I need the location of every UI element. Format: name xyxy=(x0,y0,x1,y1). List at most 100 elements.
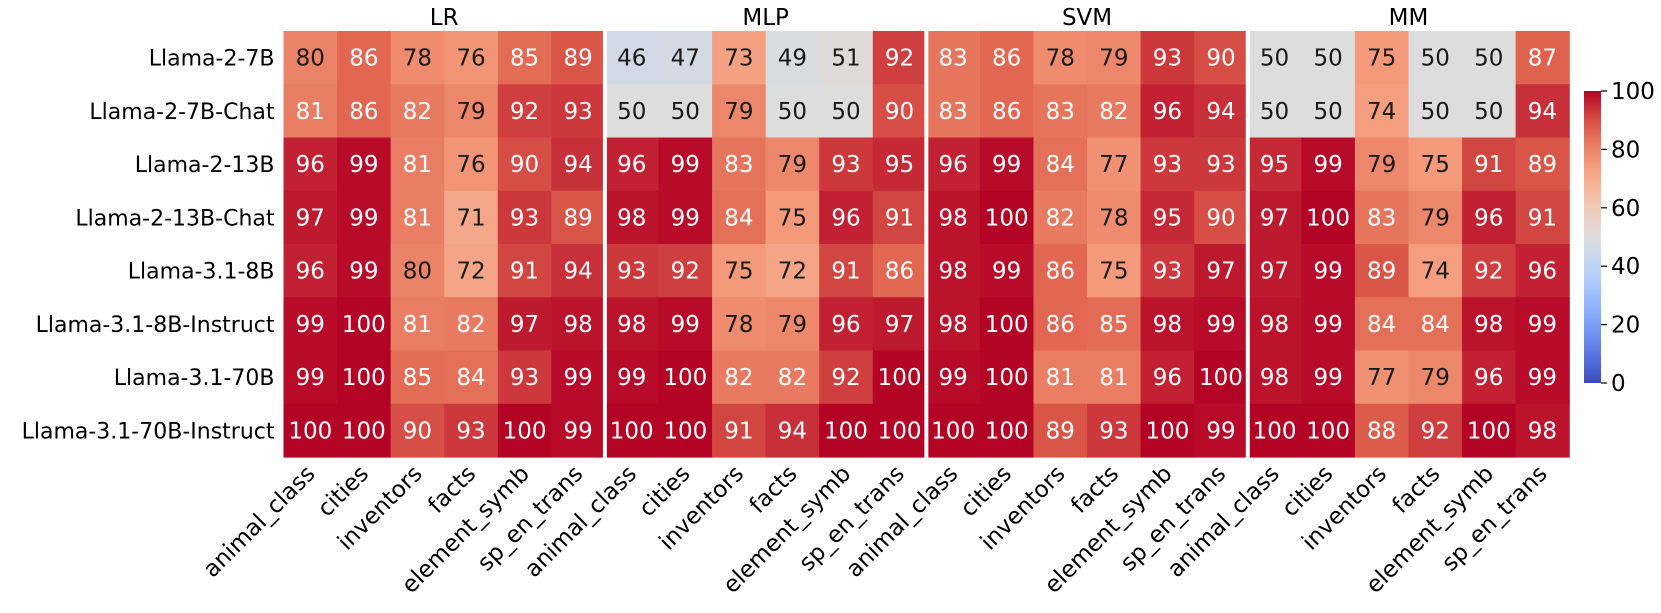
cell-value: 89 xyxy=(563,46,592,72)
heatmap-cell xyxy=(444,190,499,245)
heatmap-cell xyxy=(926,403,981,458)
row-label: Llama-3.1-8B xyxy=(128,260,275,285)
cell-value: 99 xyxy=(992,259,1021,285)
heatmap-cell xyxy=(1033,84,1088,139)
cell-value: 79 xyxy=(456,99,485,125)
heatmap-cell xyxy=(1140,350,1195,405)
heatmap-cell xyxy=(1194,190,1249,245)
heatmap-cell xyxy=(819,297,874,352)
cell-value: 93 xyxy=(510,365,539,391)
cell-value: 99 xyxy=(992,152,1021,178)
cell-value: 98 xyxy=(617,205,646,231)
cell-value: 81 xyxy=(403,152,432,178)
cell-value: 89 xyxy=(1046,418,1075,444)
heatmap-cell xyxy=(604,190,660,245)
heatmap-cell xyxy=(1247,190,1302,245)
row-label: Llama-2-7B xyxy=(149,47,275,72)
heatmap-cell xyxy=(1408,137,1463,192)
heatmap-cell xyxy=(337,31,392,85)
cell-value: 50 xyxy=(778,99,807,125)
heatmap-cell xyxy=(1033,297,1088,352)
cell-value: 96 xyxy=(1153,365,1182,391)
row-label: Llama-2-13B-Chat xyxy=(75,206,274,231)
cell-value: 99 xyxy=(1528,312,1557,338)
cell-value: 99 xyxy=(349,205,378,231)
cell-value: 99 xyxy=(1206,418,1235,444)
heatmap-cell xyxy=(551,350,606,405)
cell-value: 50 xyxy=(831,99,860,125)
cell-value: 97 xyxy=(885,312,914,338)
heatmap-cell xyxy=(1462,84,1517,139)
cell-value: 94 xyxy=(1206,99,1235,125)
cell-value: 50 xyxy=(671,99,700,125)
heatmap-cell xyxy=(604,244,660,298)
cell-value: 100 xyxy=(985,418,1029,444)
heatmap-cell xyxy=(390,350,445,405)
cell-value: 72 xyxy=(456,259,485,285)
heatmap-cell xyxy=(872,137,927,192)
heatmap-cell xyxy=(819,244,874,298)
cell-value: 100 xyxy=(342,312,386,338)
heatmap-cell xyxy=(765,84,820,139)
heatmap-cell xyxy=(872,244,927,298)
heatmap-cell xyxy=(979,350,1035,405)
cell-value: 82 xyxy=(1046,205,1075,231)
cell-value: 99 xyxy=(349,152,378,178)
cell-value: 100 xyxy=(931,418,975,444)
heatmap-cell xyxy=(658,190,713,245)
row-label: Llama-3.1-70B-Instruct xyxy=(22,419,275,444)
heatmap-cell xyxy=(337,137,392,192)
colorbar-tick-label: 0 xyxy=(1611,371,1626,397)
cell-value: 80 xyxy=(403,259,432,285)
cell-value: 82 xyxy=(778,365,807,391)
cell-value: 79 xyxy=(778,152,807,178)
cell-value: 100 xyxy=(1306,205,1350,231)
heatmap-cell xyxy=(1194,31,1249,85)
cell-value: 84 xyxy=(456,365,485,391)
heatmap-cell xyxy=(1033,244,1088,298)
cell-value: 79 xyxy=(724,99,753,125)
heatmap-cell xyxy=(390,403,445,458)
cell-value: 98 xyxy=(1260,312,1289,338)
cell-value: 100 xyxy=(985,205,1029,231)
heatmap-cell xyxy=(337,190,392,245)
heatmap-cell xyxy=(283,350,338,405)
heatmap-cell xyxy=(926,137,981,192)
heatmap-cell xyxy=(1515,403,1570,458)
heatmap-cell xyxy=(337,244,392,298)
heatmap-cell xyxy=(1194,84,1249,139)
heatmap-cell xyxy=(1033,137,1088,192)
heatmap-cell xyxy=(979,137,1035,192)
cell-value: 89 xyxy=(1528,152,1557,178)
cell-value: 93 xyxy=(1099,418,1128,444)
cell-value: 91 xyxy=(1474,152,1503,178)
heatmap-cell xyxy=(1194,403,1249,458)
cell-value: 78 xyxy=(724,312,753,338)
cell-value: 99 xyxy=(563,365,592,391)
cell-value: 92 xyxy=(831,365,860,391)
cell-value: 99 xyxy=(1313,259,1342,285)
heatmap-cell xyxy=(1247,137,1302,192)
cell-value: 96 xyxy=(296,152,325,178)
heatmap-cell xyxy=(1194,350,1249,405)
cell-value: 85 xyxy=(403,365,432,391)
cell-value: 98 xyxy=(617,312,646,338)
heatmap-cell xyxy=(1354,403,1410,458)
heatmap-cell xyxy=(1033,403,1088,458)
cell-value: 78 xyxy=(403,46,432,72)
heatmap-cell xyxy=(712,403,767,458)
heatmap-cell xyxy=(1087,84,1142,139)
heatmap-cell xyxy=(926,244,981,298)
heatmap-cell xyxy=(658,297,713,352)
heatmap-cell xyxy=(1087,31,1142,85)
heatmap-cell xyxy=(1087,244,1142,298)
cell-value: 84 xyxy=(1421,312,1450,338)
column-labels: animal_classcitiesinventorsfactselement_… xyxy=(199,461,1553,599)
cell-value: 74 xyxy=(1367,99,1396,125)
cell-value: 91 xyxy=(1528,205,1557,231)
cell-value: 75 xyxy=(1099,259,1128,285)
cell-value: 83 xyxy=(1367,205,1396,231)
cell-value: 98 xyxy=(1153,312,1182,338)
heatmap-cell xyxy=(872,31,927,85)
colorbar-tick-label: 20 xyxy=(1611,313,1640,339)
